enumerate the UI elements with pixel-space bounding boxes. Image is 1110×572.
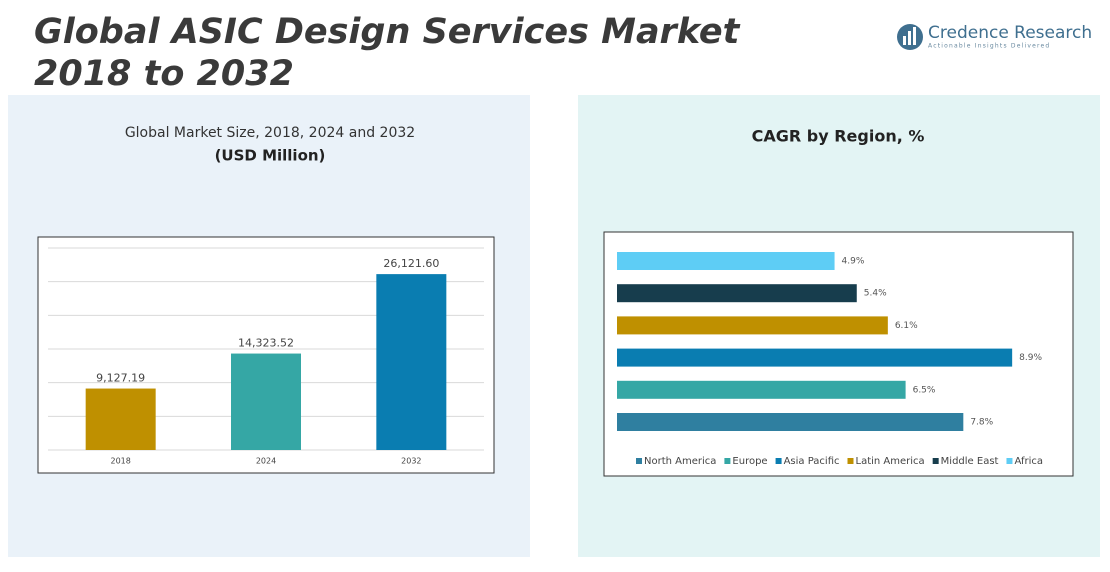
brand: Credence Research (928, 23, 1092, 43)
bar (617, 284, 857, 303)
bar (617, 380, 906, 399)
bar (617, 413, 964, 431)
legend-label: Asia Pacific (784, 456, 840, 467)
value-label: 9,127.19 (96, 372, 145, 385)
tagline: Actionable Insights Delivered (928, 43, 1050, 50)
x-tick-label: 2024 (256, 457, 276, 466)
legend-swatch (636, 458, 642, 464)
bar (617, 348, 1013, 367)
legend-label: Europe (732, 456, 767, 467)
value-label: 5.4% (864, 289, 887, 299)
logo-icon (913, 27, 916, 45)
legend-swatch (775, 458, 782, 464)
logo: Credence Research Actionable Insights De… (897, 23, 1092, 50)
legend-swatch (932, 458, 939, 464)
legend-label: Africa (1014, 456, 1043, 467)
legend-label: North America (644, 456, 716, 467)
legend-swatch (847, 458, 854, 464)
chart-title: Global Market Size, 2018, 2024 and 2032 (125, 125, 415, 141)
x-tick-label: 2032 (401, 457, 421, 466)
title: 2018 to 2032 (34, 54, 294, 94)
bar (231, 353, 301, 450)
chart-title: CAGR by Region, % (752, 127, 925, 146)
legend-label: Latin America (856, 456, 925, 467)
value-label: 6.5% (913, 385, 936, 395)
title: Global ASIC Design Services Market (34, 12, 741, 52)
chart-subtitle: (USD Million) (215, 147, 326, 165)
value-label: 26,121.60 (383, 257, 439, 270)
bar (617, 316, 888, 335)
bar (376, 274, 447, 450)
x-tick-label: 2018 (110, 457, 130, 466)
value-label: 7.8% (970, 418, 993, 428)
logo-icon (903, 36, 906, 45)
legend-swatch (1006, 458, 1013, 464)
legend-label: Middle East (941, 456, 999, 467)
value-label: 6.1% (895, 321, 918, 331)
logo-icon (908, 31, 911, 45)
value-label: 8.9% (1019, 353, 1042, 363)
value-label: 14,323.52 (238, 337, 294, 350)
bar (85, 388, 156, 450)
value-label: 4.9% (842, 257, 865, 267)
legend-swatch (724, 458, 731, 464)
bar (617, 252, 835, 270)
